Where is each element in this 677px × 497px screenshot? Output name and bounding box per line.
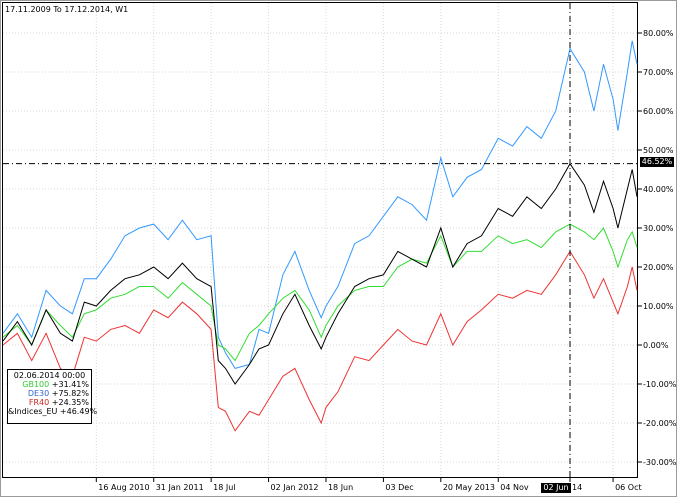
legend-item-fr40: FR40 +24.35%	[8, 398, 91, 407]
legend-item-value: +24.35%	[51, 398, 89, 407]
y-tick-label: 0.00%	[643, 341, 669, 350]
series-line-gb100	[2, 223, 638, 362]
y-tick-label: -20.00%	[643, 419, 677, 428]
y-tick-label: 30.00%	[643, 224, 674, 233]
crosshair	[3, 3, 637, 477]
legend-item-name: GB100	[22, 380, 50, 389]
y-tick-label: 40.00%	[643, 185, 674, 194]
data-window-legend: 02.06.2014 00:00 GB100 +31.41% DE30 +75.…	[7, 369, 97, 424]
legend-date: 02.06.2014 00:00	[13, 371, 86, 380]
y-axis-labels: 80.00% 70.00% 60.00% 50.00% 40.00% 30.00% 20.0…	[643, 29, 677, 467]
x-tick-label: 31 Jan 2011	[156, 483, 204, 492]
x-tick-label: 02 Jan 2012	[271, 483, 319, 492]
legend-item-value: +46.49%	[59, 407, 98, 416]
y-tick-label: 60.00%	[643, 107, 674, 116]
y-tick-marks	[637, 32, 642, 463]
crosshair-value-label: 46.52%	[640, 157, 674, 167]
legend-item-name: &Indices_EU	[8, 407, 58, 416]
y-tick-label: 50.00%	[643, 146, 674, 155]
x-tick-marks	[95, 477, 614, 482]
x-tick-label: 18 Jul	[213, 483, 235, 492]
series-line--indices-eu	[2, 162, 638, 385]
x-tick-label: 14	[572, 483, 582, 492]
series-lines	[2, 40, 638, 432]
crosshair-date-label: 02 Jun	[541, 483, 571, 493]
legend-item-value: +31.41%	[51, 380, 89, 389]
y-tick-label: 80.00%	[643, 29, 674, 38]
series-line-fr40	[2, 250, 638, 432]
y-tick-label: 20.00%	[643, 263, 674, 272]
x-tick-label: 20 May 2013	[443, 483, 495, 492]
x-tick-label: 18 Jun	[328, 483, 353, 492]
chart-header: 17.11.2009 To 17.12.2014, W1	[5, 5, 129, 14]
gridlines	[3, 3, 637, 477]
legend-item-value: +75.82%	[51, 389, 89, 398]
x-tick-label: 04 Nov	[500, 483, 529, 492]
legend-item-name: DE30	[27, 389, 50, 398]
y-tick-label: -10.00%	[643, 380, 677, 389]
legend-item-gb100: GB100 +31.41%	[8, 380, 91, 389]
x-tick-label: 06 Oct	[615, 483, 642, 492]
series-line-de30	[2, 40, 638, 369]
plot-area[interactable]	[2, 2, 638, 478]
y-tick-label: -30.00%	[643, 458, 677, 467]
legend-item-de30: DE30 +75.82%	[8, 389, 91, 398]
y-tick-label: 10.00%	[643, 302, 674, 311]
legend-item-indices-eu: &Indices_EU +46.49%	[8, 407, 97, 416]
x-tick-label: 16 Aug 2010	[98, 483, 149, 492]
x-axis-labels: 16 Aug 2010 31 Jan 2011 18 Jul 02 Jan 2012 1…	[98, 483, 641, 492]
x-tick-label: 03 Dec	[385, 483, 413, 492]
legend-item-name: FR40	[28, 398, 50, 407]
y-tick-label: 70.00%	[643, 68, 674, 77]
